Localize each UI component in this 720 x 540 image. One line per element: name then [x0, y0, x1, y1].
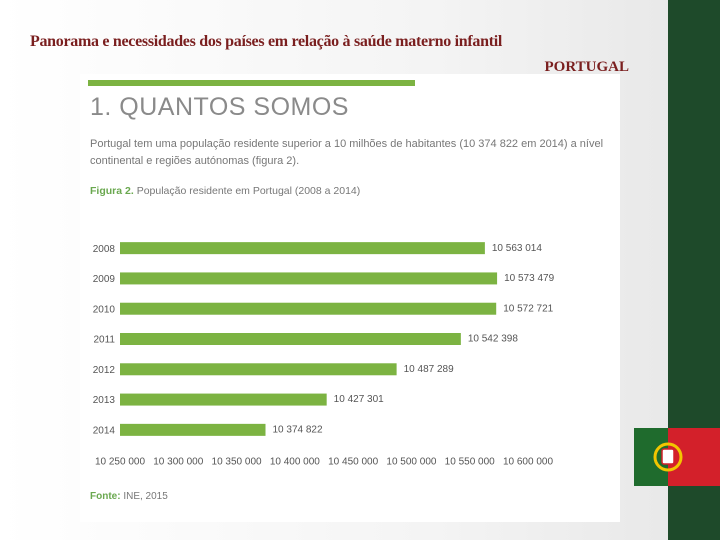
- value-label: 10 427 301: [334, 394, 384, 405]
- y-tick-label: 2009: [93, 274, 116, 285]
- value-label: 10 572 721: [503, 303, 553, 314]
- source: Fonte: INE, 2015: [90, 491, 168, 502]
- y-tick-label: 2014: [93, 425, 116, 436]
- flag-shield: [661, 448, 675, 465]
- figure-text: População residente em Portugal (2008 a …: [136, 185, 361, 197]
- figure-label: Figura 2.: [90, 185, 134, 197]
- source-label: Fonte:: [90, 491, 121, 502]
- slide-subtitle: PORTUGAL: [544, 59, 629, 75]
- x-tick-label: 10 450 000: [328, 457, 378, 468]
- chart-panel: [80, 74, 620, 522]
- figure-caption: Figura 2. População residente em Portuga…: [90, 185, 360, 197]
- flag: [634, 428, 720, 486]
- x-tick-label: 10 400 000: [270, 457, 320, 468]
- paragraph: Portugal tem uma população residente sup…: [90, 138, 604, 167]
- bar: [120, 423, 266, 436]
- source-text: INE, 2015: [123, 491, 168, 502]
- value-label: 10 542 398: [468, 334, 518, 345]
- flag-red: [668, 428, 720, 486]
- x-tick-label: 10 500 000: [386, 457, 436, 468]
- bar: [120, 363, 397, 376]
- bar: [120, 302, 497, 315]
- value-label: 10 487 289: [404, 364, 454, 375]
- bar: [120, 242, 485, 255]
- value-label: 10 573 479: [504, 273, 554, 284]
- x-tick-label: 10 350 000: [212, 457, 262, 468]
- y-tick-label: 2011: [93, 335, 115, 346]
- bar: [120, 272, 498, 285]
- bar: [120, 393, 327, 406]
- slide-title: Panorama e necessidades dos países em re…: [30, 33, 503, 50]
- x-tick-label: 10 300 000: [153, 457, 203, 468]
- y-tick-label: 2013: [93, 395, 116, 406]
- value-label: 10 563 014: [492, 243, 542, 254]
- y-tick-label: 2012: [93, 365, 116, 376]
- flag-sphere: [653, 442, 683, 472]
- y-tick-label: 2008: [93, 244, 116, 255]
- bar: [120, 333, 461, 345]
- x-tick-label: 10 600 000: [503, 457, 553, 468]
- accent-bar: [88, 80, 415, 86]
- x-tick-label: 10 550 000: [445, 457, 495, 468]
- x-tick-label: 10 250 000: [95, 457, 145, 468]
- section-heading: 1. QUANTOS SOMOS: [90, 93, 349, 121]
- y-tick-label: 2010: [93, 304, 116, 315]
- value-label: 10 374 822: [273, 424, 323, 435]
